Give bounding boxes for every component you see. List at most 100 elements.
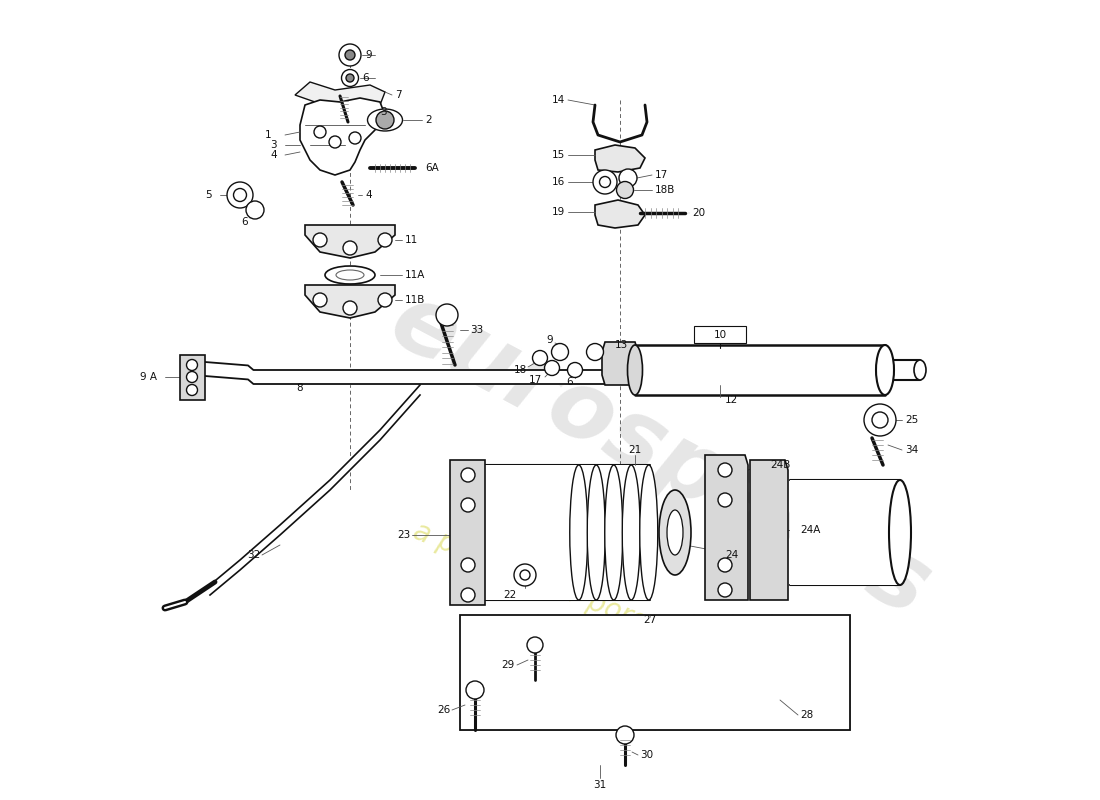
Text: 22: 22 (504, 590, 517, 600)
Text: 33: 33 (470, 325, 483, 335)
Polygon shape (635, 345, 886, 395)
Circle shape (872, 412, 888, 428)
Text: 11: 11 (405, 235, 418, 245)
Text: 15: 15 (552, 150, 565, 160)
Circle shape (718, 583, 732, 597)
Circle shape (314, 126, 326, 138)
Circle shape (593, 170, 617, 194)
Text: 11A: 11A (405, 270, 426, 280)
Circle shape (314, 293, 327, 307)
Ellipse shape (876, 345, 894, 395)
Text: 4: 4 (365, 190, 372, 200)
Text: 9: 9 (547, 335, 553, 345)
Text: 2: 2 (425, 115, 431, 125)
Text: 16: 16 (552, 177, 565, 187)
Ellipse shape (640, 465, 658, 600)
Circle shape (864, 404, 896, 436)
Text: 18B: 18B (654, 185, 675, 195)
Text: 9 A: 9 A (140, 372, 157, 382)
Ellipse shape (336, 270, 364, 280)
Text: 23: 23 (397, 530, 410, 540)
FancyBboxPatch shape (694, 326, 746, 343)
Text: 26: 26 (437, 705, 450, 715)
Polygon shape (295, 82, 385, 112)
Text: 17: 17 (654, 170, 669, 180)
Circle shape (568, 362, 583, 378)
Text: 25: 25 (905, 415, 918, 425)
Circle shape (461, 558, 475, 572)
Circle shape (314, 233, 327, 247)
Circle shape (341, 70, 359, 86)
Circle shape (343, 241, 358, 255)
Polygon shape (595, 145, 645, 172)
Text: 28: 28 (800, 710, 813, 720)
Ellipse shape (570, 465, 587, 600)
Circle shape (718, 493, 732, 507)
Circle shape (343, 301, 358, 315)
Circle shape (436, 304, 458, 326)
Text: 12: 12 (725, 395, 738, 405)
Ellipse shape (627, 345, 642, 395)
Text: 5: 5 (205, 190, 211, 200)
Circle shape (619, 169, 637, 187)
Circle shape (586, 343, 604, 361)
Text: 8: 8 (297, 383, 304, 393)
Text: 11B: 11B (405, 295, 426, 305)
Text: 3: 3 (270, 140, 276, 150)
Text: 6: 6 (362, 73, 369, 83)
Text: 34: 34 (905, 445, 918, 455)
Circle shape (345, 50, 355, 60)
Circle shape (187, 385, 198, 395)
Ellipse shape (605, 465, 623, 600)
Ellipse shape (889, 480, 911, 585)
Circle shape (551, 343, 569, 361)
Ellipse shape (914, 360, 926, 380)
Circle shape (233, 189, 246, 202)
Text: 31: 31 (593, 780, 606, 790)
Circle shape (227, 182, 253, 208)
Circle shape (461, 498, 475, 512)
Text: 32: 32 (246, 550, 260, 560)
Circle shape (718, 558, 732, 572)
Text: 6: 6 (242, 217, 249, 227)
Circle shape (246, 201, 264, 219)
Text: 13: 13 (615, 340, 628, 350)
Polygon shape (602, 342, 638, 385)
Text: 4: 4 (270, 150, 276, 160)
Text: a passion for porsche since 1985: a passion for porsche since 1985 (409, 517, 845, 715)
Ellipse shape (367, 109, 403, 131)
Circle shape (378, 233, 392, 247)
Polygon shape (750, 460, 788, 600)
Circle shape (600, 177, 610, 187)
Text: 9: 9 (365, 50, 372, 60)
Polygon shape (705, 455, 748, 600)
Circle shape (718, 463, 732, 477)
Circle shape (346, 74, 354, 82)
Text: 24B: 24B (770, 460, 791, 470)
Text: 24: 24 (725, 550, 738, 560)
Circle shape (187, 371, 198, 382)
Polygon shape (305, 225, 395, 258)
Text: 7: 7 (395, 90, 402, 100)
Ellipse shape (623, 465, 640, 600)
Ellipse shape (324, 266, 375, 284)
Circle shape (466, 681, 484, 699)
Circle shape (514, 564, 536, 586)
Polygon shape (180, 355, 205, 400)
Circle shape (527, 637, 543, 653)
Polygon shape (305, 285, 395, 318)
Text: 18: 18 (514, 365, 527, 375)
Text: 30: 30 (640, 750, 653, 760)
Text: 17: 17 (528, 375, 541, 385)
Circle shape (376, 111, 394, 129)
Text: 29: 29 (502, 660, 515, 670)
Ellipse shape (667, 510, 683, 555)
Circle shape (461, 588, 475, 602)
Circle shape (616, 726, 634, 744)
Polygon shape (450, 460, 485, 605)
Text: 27: 27 (644, 615, 657, 625)
Polygon shape (595, 200, 645, 228)
Circle shape (461, 468, 475, 482)
Text: 21: 21 (628, 445, 641, 455)
Circle shape (520, 570, 530, 580)
